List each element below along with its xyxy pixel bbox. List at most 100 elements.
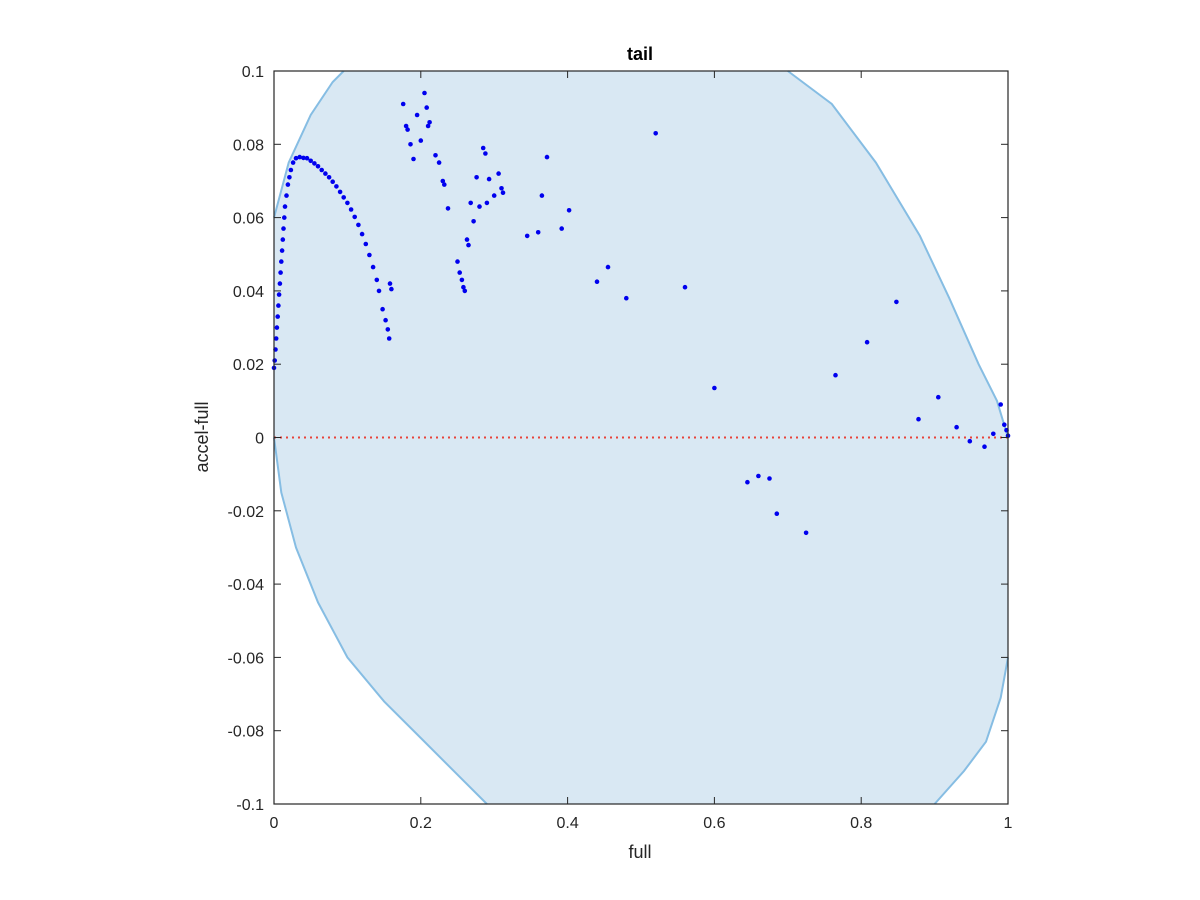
data-point	[967, 438, 973, 444]
y-tick-label: -0.1	[236, 797, 264, 814]
data-point	[774, 511, 780, 516]
data-point	[380, 306, 385, 312]
data-point	[278, 270, 283, 275]
data-point	[468, 200, 474, 206]
data-point	[277, 281, 283, 286]
data-point	[803, 530, 809, 536]
data-point	[496, 171, 501, 176]
data-point	[400, 101, 406, 107]
data-point	[323, 171, 328, 176]
data-point	[464, 237, 470, 242]
data-point	[315, 164, 321, 169]
data-point	[756, 473, 761, 479]
data-point	[484, 200, 490, 206]
region-upper-edge	[273, 70, 1009, 438]
data-point	[403, 123, 409, 129]
data-point	[405, 127, 410, 132]
data-point	[954, 424, 959, 430]
data-point	[341, 195, 347, 200]
data-point	[894, 299, 899, 305]
data-point	[275, 314, 281, 319]
x-tick-label: 0.4	[556, 815, 578, 832]
x-tick-label: 0.8	[850, 815, 872, 832]
data-point	[308, 158, 314, 164]
data-point	[462, 288, 468, 294]
data-point	[833, 372, 838, 378]
data-point	[285, 182, 291, 187]
data-point	[442, 182, 447, 187]
data-point	[386, 336, 392, 341]
data-point	[281, 226, 286, 231]
data-point	[991, 431, 996, 437]
y-tick-label: -0.04	[228, 577, 265, 594]
data-point	[535, 230, 541, 235]
data-point	[916, 416, 921, 422]
data-point	[424, 105, 430, 110]
data-point	[491, 193, 497, 198]
y-tick-label: 0	[255, 431, 264, 448]
data-point	[276, 303, 281, 308]
data-point	[337, 189, 343, 195]
y-axis-ticks: -0.1 -0.08 -0.06 -0.04 -0.02 0 0.02 0.04 0.06 0.0…	[228, 64, 1008, 814]
data-point	[385, 327, 391, 332]
data-point	[767, 476, 772, 481]
data-point	[864, 339, 870, 345]
data-point	[279, 248, 285, 253]
data-point	[745, 479, 750, 485]
y-tick-label: 0.06	[233, 211, 264, 228]
data-point	[272, 358, 278, 363]
data-point	[682, 284, 688, 290]
plot-area	[271, 70, 1011, 805]
data-point	[359, 231, 365, 237]
data-point	[422, 90, 427, 96]
data-point	[389, 286, 394, 292]
chart-title: tail	[627, 44, 653, 64]
x-tick-label: 0	[270, 815, 279, 832]
data-point	[524, 233, 530, 239]
data-point	[471, 219, 476, 224]
data-point	[653, 131, 658, 136]
x-tick-label: 0.6	[703, 815, 725, 832]
data-point	[998, 402, 1003, 407]
data-point	[427, 120, 432, 125]
data-point	[290, 160, 296, 165]
data-point	[445, 206, 451, 211]
y-tick-label: -0.02	[228, 504, 265, 521]
data-point	[500, 190, 506, 195]
data-point	[282, 215, 287, 220]
data-point	[282, 204, 288, 209]
data-point	[477, 204, 482, 209]
data-point	[363, 241, 369, 247]
data-point	[293, 155, 299, 161]
data-point	[312, 161, 317, 166]
data-point	[326, 175, 332, 180]
data-point	[559, 226, 564, 231]
data-point	[712, 385, 717, 391]
x-tick-label: 0.2	[410, 815, 432, 832]
data-point	[352, 214, 358, 220]
data-point	[334, 184, 339, 189]
data-point	[457, 270, 463, 275]
y-tick-label: 0.02	[233, 357, 264, 374]
x-tick-label: 1	[1004, 815, 1013, 832]
data-point	[273, 336, 279, 341]
data-point	[274, 325, 280, 330]
data-point	[370, 264, 376, 270]
data-point	[345, 200, 350, 206]
data-point	[411, 156, 416, 162]
data-point	[297, 154, 303, 160]
data-point	[280, 237, 286, 242]
data-point	[276, 292, 282, 297]
data-point	[461, 284, 466, 290]
data-point	[288, 167, 294, 173]
data-point	[387, 281, 393, 286]
x-axis-ticks: 0 0.2 0.4 0.6 0.8 1	[270, 71, 1013, 832]
region-lower-edge	[273, 437, 1009, 805]
data-point	[304, 155, 310, 161]
data-point	[348, 207, 354, 212]
data-point	[301, 155, 306, 161]
data-point	[605, 264, 611, 270]
data-point	[284, 193, 289, 198]
y-tick-label: 0.1	[242, 64, 264, 81]
